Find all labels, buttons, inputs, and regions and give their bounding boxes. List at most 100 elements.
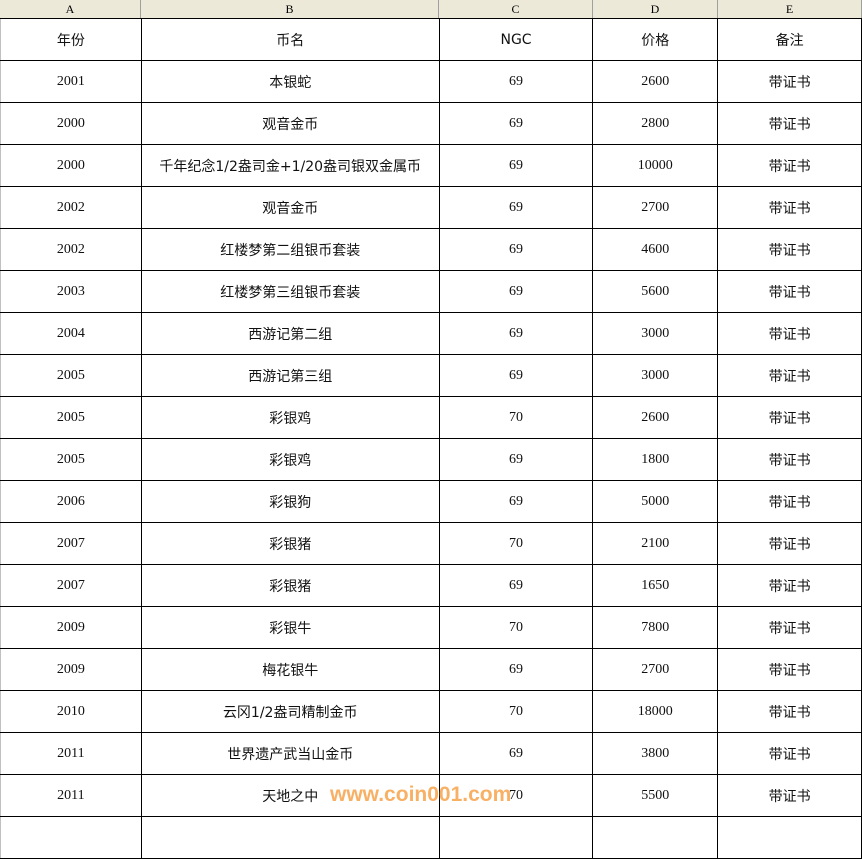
cell-year[interactable]: 2009: [0, 606, 142, 649]
cell-price[interactable]: 3000: [592, 354, 719, 397]
cell-year[interactable]: 2010: [0, 690, 142, 733]
cell-name[interactable]: 观音金币: [140, 186, 440, 229]
cell-ngc[interactable]: 69: [438, 186, 594, 229]
cell-price[interactable]: 2700: [592, 648, 719, 691]
cell-name[interactable]: 世界遗产武当山金币: [140, 732, 440, 775]
cell-year[interactable]: 2005: [0, 438, 142, 481]
cell-note[interactable]: 带证书: [717, 186, 862, 229]
cell-price[interactable]: 1800: [592, 438, 719, 481]
cell-ngc[interactable]: 69: [438, 438, 594, 481]
cell-empty[interactable]: [592, 816, 719, 859]
cell-name[interactable]: 彩银猪: [140, 564, 440, 607]
cell-price[interactable]: 1650: [592, 564, 719, 607]
cell-note[interactable]: 带证书: [717, 480, 862, 523]
header-cell-price[interactable]: 价格: [592, 18, 719, 61]
cell-price[interactable]: 2600: [592, 396, 719, 439]
cell-year[interactable]: 2003: [0, 270, 142, 313]
cell-price[interactable]: 3800: [592, 732, 719, 775]
cell-note[interactable]: 带证书: [717, 270, 862, 313]
cell-note[interactable]: 带证书: [717, 144, 862, 187]
cell-ngc[interactable]: 69: [438, 60, 594, 103]
cell-year[interactable]: 2005: [0, 354, 142, 397]
cell-year[interactable]: 2000: [0, 102, 142, 145]
cell-name[interactable]: 梅花银牛: [140, 648, 440, 691]
cell-note[interactable]: 带证书: [717, 648, 862, 691]
cell-note[interactable]: 带证书: [717, 228, 862, 271]
cell-ngc[interactable]: 69: [438, 228, 594, 271]
cell-note[interactable]: 带证书: [717, 732, 862, 775]
cell-ngc[interactable]: 69: [438, 312, 594, 355]
cell-year[interactable]: 2007: [0, 564, 142, 607]
cell-ngc[interactable]: 69: [438, 648, 594, 691]
cell-ngc[interactable]: 69: [438, 102, 594, 145]
cell-ngc[interactable]: 70: [438, 396, 594, 439]
cell-name[interactable]: 云冈1/2盎司精制金币: [140, 690, 440, 733]
cell-empty[interactable]: [717, 816, 862, 859]
cell-note[interactable]: 带证书: [717, 312, 862, 355]
cell-year[interactable]: 2002: [0, 186, 142, 229]
column-header-e[interactable]: E: [718, 0, 862, 18]
header-cell-year[interactable]: 年份: [0, 18, 142, 61]
cell-year[interactable]: 2007: [0, 522, 142, 565]
cell-name[interactable]: 千年纪念1/2盎司金+1/20盎司银双金属币: [140, 144, 440, 187]
cell-ngc[interactable]: 70: [438, 522, 594, 565]
cell-year[interactable]: 2011: [0, 732, 142, 775]
cell-price[interactable]: 3000: [592, 312, 719, 355]
cell-price[interactable]: 10000: [592, 144, 719, 187]
cell-note[interactable]: 带证书: [717, 60, 862, 103]
cell-ngc[interactable]: 70: [438, 606, 594, 649]
cell-name[interactable]: 本银蛇: [140, 60, 440, 103]
cell-name[interactable]: 彩银猪: [140, 522, 440, 565]
cell-year[interactable]: 2009: [0, 648, 142, 691]
cell-ngc[interactable]: 70: [438, 774, 594, 817]
cell-name[interactable]: 红楼梦第二组银币套装: [140, 228, 440, 271]
cell-price[interactable]: 2100: [592, 522, 719, 565]
cell-note[interactable]: 带证书: [717, 774, 862, 817]
cell-name[interactable]: 西游记第三组: [140, 354, 440, 397]
cell-ngc[interactable]: 69: [438, 354, 594, 397]
cell-price[interactable]: 18000: [592, 690, 719, 733]
cell-price[interactable]: 5500: [592, 774, 719, 817]
cell-name[interactable]: 观音金币: [140, 102, 440, 145]
cell-ngc[interactable]: 69: [438, 732, 594, 775]
cell-price[interactable]: 2600: [592, 60, 719, 103]
header-cell-note[interactable]: 备注: [717, 18, 862, 61]
cell-note[interactable]: 带证书: [717, 102, 862, 145]
cell-year[interactable]: 2000: [0, 144, 142, 187]
cell-price[interactable]: 5000: [592, 480, 719, 523]
cell-note[interactable]: 带证书: [717, 354, 862, 397]
cell-empty[interactable]: [140, 816, 440, 859]
cell-price[interactable]: 4600: [592, 228, 719, 271]
cell-note[interactable]: 带证书: [717, 396, 862, 439]
cell-year[interactable]: 2005: [0, 396, 142, 439]
cell-ngc[interactable]: 70: [438, 690, 594, 733]
header-cell-ngc[interactable]: NGC: [438, 18, 594, 61]
cell-year[interactable]: 2011: [0, 774, 142, 817]
cell-name[interactable]: 彩银牛: [140, 606, 440, 649]
cell-empty[interactable]: [0, 816, 142, 859]
cell-note[interactable]: 带证书: [717, 522, 862, 565]
cell-year[interactable]: 2004: [0, 312, 142, 355]
cell-name[interactable]: 红楼梦第三组银币套装: [140, 270, 440, 313]
cell-note[interactable]: 带证书: [717, 438, 862, 481]
column-header-c[interactable]: C: [439, 0, 593, 18]
cell-ngc[interactable]: 69: [438, 144, 594, 187]
cell-year[interactable]: 2001: [0, 60, 142, 103]
cell-year[interactable]: 2006: [0, 480, 142, 523]
cell-note[interactable]: 带证书: [717, 606, 862, 649]
cell-name[interactable]: 彩银狗: [140, 480, 440, 523]
cell-name[interactable]: 天地之中: [140, 774, 440, 817]
cell-price[interactable]: 2800: [592, 102, 719, 145]
cell-ngc[interactable]: 69: [438, 480, 594, 523]
cell-name[interactable]: 彩银鸡: [140, 438, 440, 481]
cell-note[interactable]: 带证书: [717, 564, 862, 607]
cell-ngc[interactable]: 69: [438, 564, 594, 607]
cell-empty[interactable]: [438, 816, 594, 859]
column-header-d[interactable]: D: [593, 0, 718, 18]
cell-name[interactable]: 西游记第二组: [140, 312, 440, 355]
cell-year[interactable]: 2002: [0, 228, 142, 271]
header-cell-name[interactable]: 币名: [140, 18, 440, 61]
column-header-b[interactable]: B: [141, 0, 439, 18]
cell-price[interactable]: 5600: [592, 270, 719, 313]
cell-price[interactable]: 7800: [592, 606, 719, 649]
